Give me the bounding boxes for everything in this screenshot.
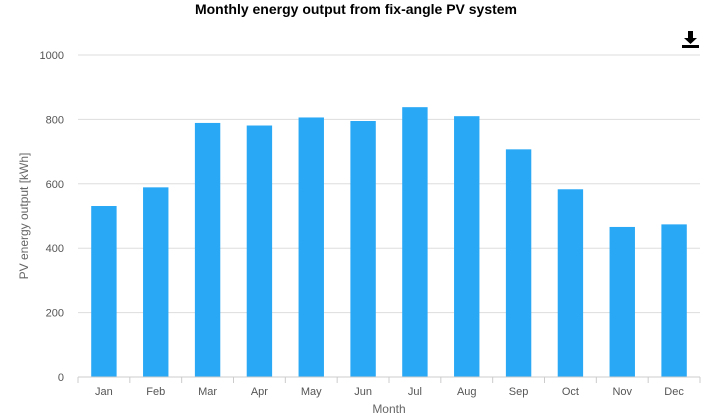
download-icon [682, 31, 699, 48]
x-tick-label: Jan [95, 386, 113, 398]
x-tick-label: Mar [198, 386, 217, 398]
bar-oct[interactable] [557, 189, 584, 377]
x-tick-label: Nov [612, 386, 632, 398]
x-axis-title: Month [372, 402, 405, 416]
x-tick-label: Feb [146, 386, 165, 398]
x-tick-label: Jun [354, 386, 372, 398]
bar-nov[interactable] [609, 226, 635, 377]
bar-aug[interactable] [454, 116, 480, 378]
download-button[interactable] [678, 27, 704, 53]
y-tick-label: 1000 [40, 50, 64, 62]
bar-jun[interactable] [350, 121, 376, 377]
bar-sep[interactable] [505, 149, 532, 377]
bar-feb[interactable] [143, 187, 169, 377]
bar-jul[interactable] [402, 107, 428, 377]
bar-may[interactable] [298, 117, 324, 377]
bar-dec[interactable] [661, 224, 687, 377]
y-tick-label: 800 [46, 114, 64, 126]
x-tick-label: May [301, 386, 322, 398]
x-tick-label: Oct [562, 386, 579, 398]
bar-apr[interactable] [246, 125, 273, 377]
x-tick-label: Apr [251, 386, 268, 398]
y-tick-label: 200 [46, 308, 64, 320]
x-tick-label: Jul [408, 386, 422, 398]
y-tick-label: 600 [46, 179, 64, 191]
chart-title: Monthly energy output from fix-angle PV … [195, 1, 517, 17]
x-axis [77, 376, 701, 383]
y-tick-labels: 0 200 400 600 800 1000 [40, 50, 64, 384]
y-tick-label: 0 [58, 372, 64, 384]
bar-jan[interactable] [91, 206, 117, 377]
gridlines [78, 54, 700, 314]
x-tick-label: Dec [664, 386, 684, 398]
bar-mar[interactable] [194, 122, 221, 377]
x-tick-labels: Jan Feb Mar Apr May Jun Jul Aug Sep Oct Nov Dec [95, 386, 684, 398]
y-axis-title: PV energy output [kWh] [17, 153, 31, 280]
y-tick-label: 400 [46, 243, 64, 255]
bars [91, 107, 687, 378]
x-tick-label: Sep [509, 386, 529, 398]
x-tick-label: Aug [457, 386, 477, 398]
